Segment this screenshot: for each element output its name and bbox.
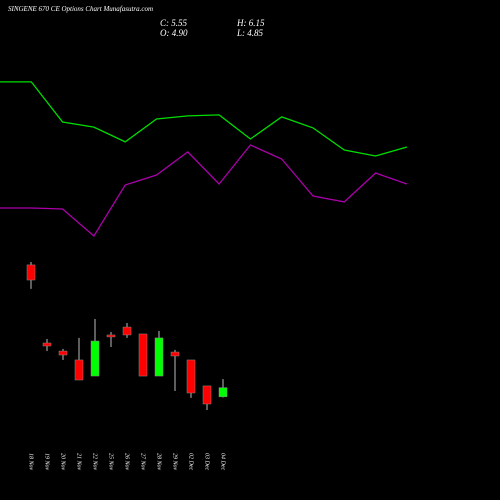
chart-title: SINGENE 670 CE Options Chart Munafasutra…: [8, 5, 153, 13]
candle-body: [138, 333, 148, 377]
candle-body: [202, 385, 212, 405]
x-tick-label: 19 Nov: [44, 453, 50, 471]
x-tick-label: 04 Dec: [220, 453, 227, 470]
candle-body: [58, 350, 68, 356]
candle-body: [186, 359, 196, 394]
line-series: [0, 81, 408, 157]
header-high: H: 6.15: [236, 18, 265, 28]
candle-body: [170, 351, 180, 357]
x-tick-label: 18 Nov: [28, 453, 34, 471]
candle-body: [74, 359, 84, 381]
header-open: O: 4.90: [160, 28, 188, 38]
candle-body: [122, 326, 132, 336]
x-tick-label: 03 Dec: [204, 453, 210, 470]
header-close: C: 5.55: [160, 18, 188, 28]
x-tick-label: 21 Nov: [76, 453, 82, 471]
candle-body: [42, 342, 52, 347]
x-tick-label: 26 Nov: [124, 453, 130, 471]
x-tick-label: 27 Nov: [140, 453, 146, 471]
line-series: [0, 144, 408, 237]
candle-body: [218, 387, 228, 398]
candle-body: [154, 337, 164, 377]
candle-body: [106, 334, 116, 338]
candle-body: [90, 340, 100, 377]
x-tick-label: 22 Nov: [92, 453, 98, 471]
x-tick-label: 02 Dec: [188, 453, 194, 470]
x-tick-label: 28 Nov: [156, 453, 162, 471]
x-tick-label: 20 Nov: [60, 453, 66, 471]
header-low: L: 4.85: [236, 28, 264, 38]
candle-body: [26, 264, 36, 281]
x-tick-label: 29 Nov: [172, 453, 178, 471]
x-tick-label: 25 Nov: [108, 453, 114, 471]
